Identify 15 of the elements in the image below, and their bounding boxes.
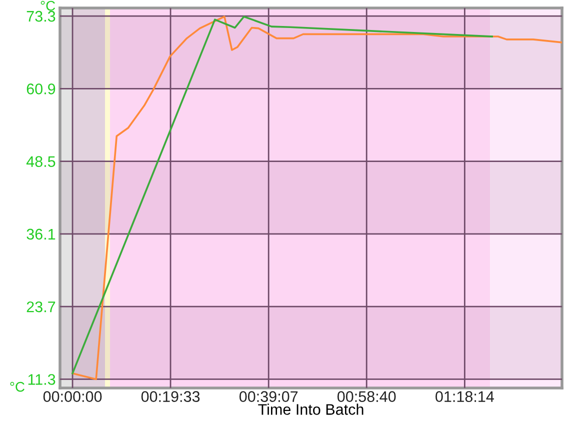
x-tick-label: 00:00:00: [43, 391, 102, 402]
y-axis-title: °C: [40, 0, 56, 11]
x-tick-label: 01:18:14: [436, 391, 494, 402]
y-tick-label: 60.9: [26, 84, 56, 94]
x-tick-label: 00:58:40: [337, 391, 396, 402]
x-tick-label: 00:19:33: [141, 391, 200, 402]
y-tick-label: 36.1: [26, 228, 56, 240]
line-series: [72, 16, 562, 380]
y-tick-label: 23.7: [26, 301, 56, 312]
x-tick-label: 00:39:07: [239, 391, 298, 402]
y-tick-label: 11.3: [28, 374, 56, 385]
x-axis-title: Time Into Batch: [258, 404, 364, 415]
y-tick-label: 73.3: [26, 10, 56, 22]
y-tick-label: 48.5: [26, 156, 56, 167]
text: °C: [10, 382, 24, 392]
